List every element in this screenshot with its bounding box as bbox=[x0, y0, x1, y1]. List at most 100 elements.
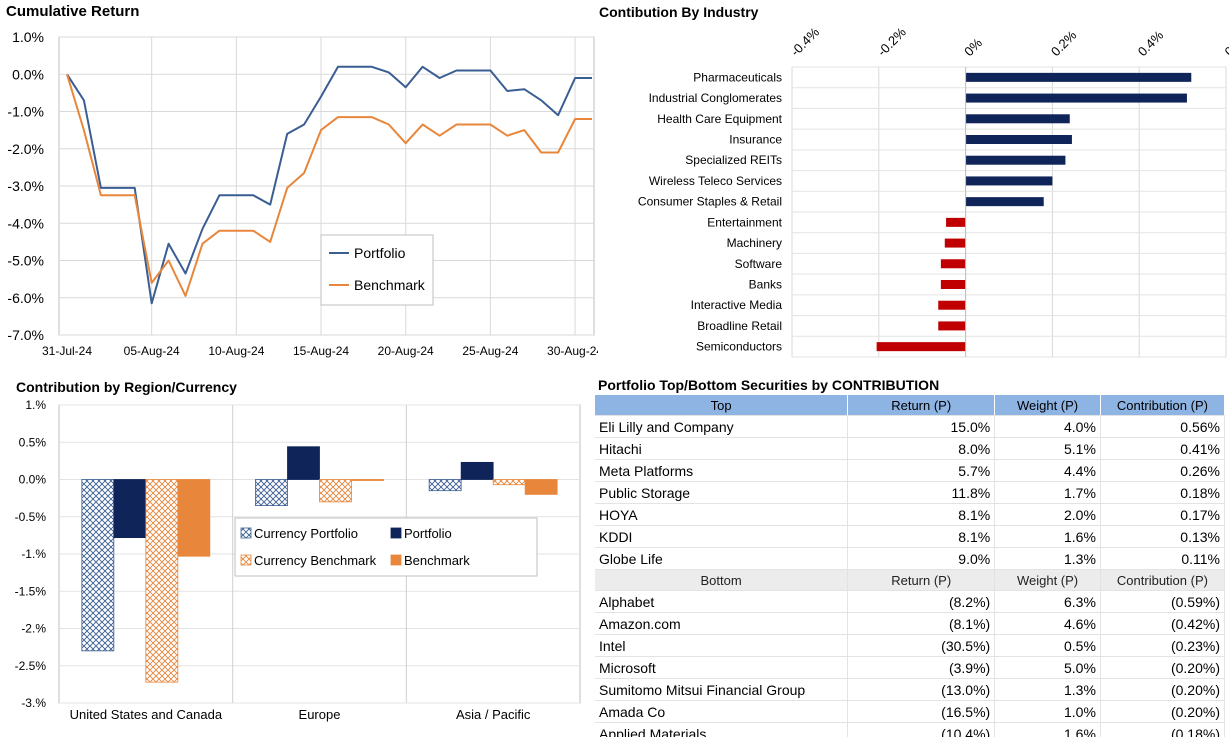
y-tick-label: 1.% bbox=[25, 398, 46, 412]
region-currency-panel: Contribution by Region/Currency 1.% 0.5% 0… bbox=[0, 370, 598, 737]
security-value-cell: 5.1% bbox=[994, 437, 1101, 460]
security-value-cell: (0.20%) bbox=[1100, 700, 1226, 723]
industry-bar bbox=[965, 176, 1053, 186]
region-bar bbox=[460, 461, 494, 480]
region-bar bbox=[319, 479, 352, 503]
securities-title: Portfolio Top/Bottom Securities by CONTR… bbox=[598, 377, 940, 393]
security-value-cell: 9.0% bbox=[847, 547, 996, 570]
category-label: Semiconductors bbox=[696, 340, 782, 354]
table-subheader-row: Bottom Return (P) Weight (P) Contribution (… bbox=[595, 569, 1226, 591]
x-tick-label: 0.2% bbox=[1048, 27, 1080, 59]
y-tick-label: -2.5% bbox=[15, 659, 47, 673]
series-line-benchmark bbox=[66, 74, 592, 297]
x-tick-label: 30-Aug-24 bbox=[547, 344, 598, 358]
security-name-cell: Microsoft bbox=[595, 656, 849, 679]
x-tick-label: 0.6% bbox=[1222, 27, 1229, 59]
security-value-cell: 1.0% bbox=[994, 700, 1101, 723]
category-label: Entertainment bbox=[707, 215, 782, 229]
security-name-cell: Intel bbox=[595, 634, 849, 657]
security-value-cell: (0.20%) bbox=[1100, 678, 1226, 701]
security-value-cell: Contribution (P) bbox=[1100, 569, 1226, 591]
security-name-cell: Top bbox=[595, 395, 849, 416]
x-tick-label: -0.4% bbox=[788, 24, 823, 59]
table-row: Public Storage 11.8% 1.7% 0.18% bbox=[595, 481, 1226, 504]
security-value-cell: 1.7% bbox=[994, 481, 1101, 504]
industry-bar bbox=[876, 342, 966, 352]
region-currency-title: Contribution by Region/Currency bbox=[16, 379, 237, 395]
security-value-cell: 0.41% bbox=[1100, 437, 1226, 460]
security-value-cell: 5.0% bbox=[994, 656, 1101, 679]
legend-swatch bbox=[240, 527, 252, 539]
security-name-cell: Amazon.com bbox=[595, 612, 849, 635]
cumulative-return-panel: Cumulative Return 1.0% 0.0% -1.0% -2.0% -3.0… bbox=[0, 0, 598, 365]
x-tick-label: 05-Aug-24 bbox=[124, 344, 180, 358]
category-label: Pharmaceuticals bbox=[693, 70, 782, 84]
y-tick-label: -2.0% bbox=[7, 141, 44, 157]
legend-label: Portfolio bbox=[404, 526, 452, 541]
x-tick-label: 0.4% bbox=[1135, 27, 1167, 59]
security-value-cell: (10.4%) bbox=[847, 722, 996, 737]
security-value-cell: (0.59%) bbox=[1100, 590, 1226, 613]
industry-bar bbox=[944, 238, 966, 248]
y-tick-label: 0.0% bbox=[12, 66, 44, 82]
legend-swatch bbox=[390, 554, 402, 566]
securities-table: Top Return (P) Weight (P) Contribution (P) E… bbox=[595, 395, 1226, 737]
legend-label: Benchmark bbox=[404, 553, 470, 568]
x-tick-label: 15-Aug-24 bbox=[293, 344, 349, 358]
y-tick-label: -7.0% bbox=[7, 327, 44, 343]
category-label: Software bbox=[735, 257, 783, 271]
x-tick-label: -0.2% bbox=[874, 24, 909, 59]
table-row: Alphabet (8.2%) 6.3% (0.59%) bbox=[595, 590, 1226, 613]
table-row: HOYA 8.1% 2.0% 0.17% bbox=[595, 503, 1226, 526]
security-name-cell: Eli Lilly and Company bbox=[595, 415, 849, 438]
security-value-cell: (13.0%) bbox=[847, 678, 996, 701]
security-value-cell: (3.9%) bbox=[847, 656, 996, 679]
x-tick-label: 31-Jul-24 bbox=[42, 344, 92, 358]
security-name-cell: Public Storage bbox=[595, 481, 849, 504]
industry-bar bbox=[965, 72, 1192, 82]
industry-bar bbox=[965, 155, 1066, 165]
x-tick-label: 0% bbox=[961, 35, 985, 59]
table-row: Intel (30.5%) 0.5% (0.23%) bbox=[595, 634, 1226, 657]
legend-label: Currency Benchmark bbox=[254, 553, 377, 568]
y-tick-label: -1.0% bbox=[7, 104, 44, 120]
industry-bar bbox=[940, 280, 966, 289]
y-tick-label: 1.0% bbox=[12, 29, 44, 45]
security-value-cell: (0.23%) bbox=[1100, 634, 1226, 657]
security-value-cell: 15.0% bbox=[847, 415, 996, 438]
region-bar bbox=[492, 479, 526, 486]
y-tick-label: 0.5% bbox=[19, 435, 47, 449]
security-name-cell: Meta Platforms bbox=[595, 459, 849, 482]
security-value-cell: Weight (P) bbox=[994, 395, 1101, 416]
y-tick-label: -3.0% bbox=[7, 178, 44, 194]
region-bar bbox=[113, 479, 147, 539]
category-label: Asia / Pacific bbox=[456, 707, 531, 722]
industry-bar bbox=[965, 197, 1044, 207]
region-bar bbox=[145, 479, 179, 683]
industry-contribution-chart: -0.4% -0.2% 0% 0.2% 0.4% 0.6% Pharmaceuticals I… bbox=[638, 24, 1229, 358]
security-value-cell: 8.0% bbox=[847, 437, 996, 460]
y-tick-label: 0.0% bbox=[19, 473, 47, 487]
security-name-cell: Globe Life bbox=[595, 547, 849, 570]
security-value-cell: 0.13% bbox=[1100, 525, 1226, 548]
category-label: Industrial Conglomerates bbox=[649, 91, 782, 105]
table-row: Eli Lilly and Company 15.0% 4.0% 0.56% bbox=[595, 415, 1226, 438]
security-name-cell: HOYA bbox=[595, 503, 849, 526]
category-label: Specialized REITs bbox=[685, 153, 782, 167]
x-tick-label: 20-Aug-24 bbox=[378, 344, 434, 358]
y-tick-label: -3.% bbox=[21, 696, 46, 710]
security-value-cell: 8.1% bbox=[847, 503, 996, 526]
security-value-cell: Contribution (P) bbox=[1100, 395, 1226, 416]
table-row: Globe Life 9.0% 1.3% 0.11% bbox=[595, 547, 1226, 570]
region-bar bbox=[351, 479, 384, 481]
region-currency-chart: 1.% 0.5% 0.0% -0.5% -1.% -1.5% -2.% -2.5% -3.% Un… bbox=[15, 398, 581, 722]
category-label: Broadline Retail bbox=[697, 319, 782, 333]
industry-contribution-panel: Contibution By Industry -0.4% -0.2% 0% 0.2%… bbox=[598, 0, 1229, 365]
y-tick-label: -2.% bbox=[21, 622, 46, 636]
y-tick-label: -4.0% bbox=[7, 215, 44, 231]
security-value-cell: 0.11% bbox=[1100, 547, 1226, 570]
security-value-cell: (0.18%) bbox=[1100, 722, 1226, 737]
security-value-cell: 4.4% bbox=[994, 459, 1101, 482]
security-value-cell: 0.18% bbox=[1100, 481, 1226, 504]
security-value-cell: 1.3% bbox=[994, 678, 1101, 701]
